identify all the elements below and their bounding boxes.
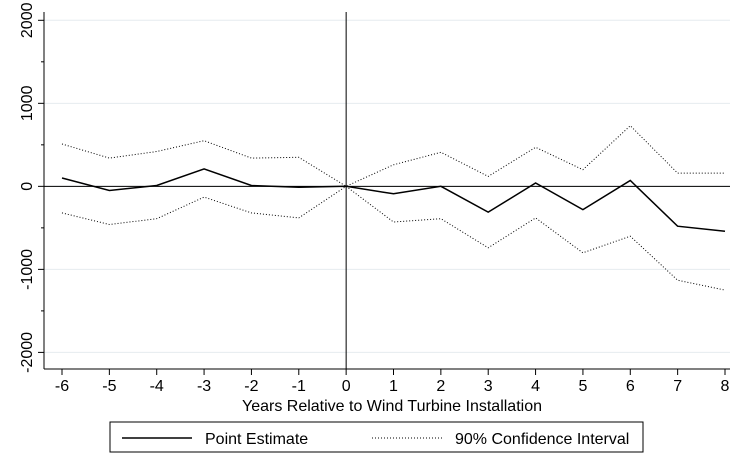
- series-lines: [61, 125, 726, 291]
- x-tick-label-2: 2: [436, 378, 445, 395]
- y-tick-label--1000: -1000: [19, 249, 36, 290]
- x-tick-label-3: 3: [484, 378, 493, 395]
- x-tick-label--6: -6: [55, 378, 69, 395]
- tick-labels: -2000 -1000 0 1000 2000 -6 -5 -4 -3 -2 -1 0 1 2 3 4 5 6 7 8: [19, 2, 730, 395]
- x-tick-label-5: 5: [578, 378, 587, 395]
- legend-box: [109, 421, 644, 453]
- series-confidence-lower-line: [61, 185, 726, 291]
- legend-label-confidence-interval: 90% Confidence Interval: [455, 431, 629, 448]
- reference-lines: [44, 12, 730, 369]
- x-axis-title: Years Relative to Wind Turbine Installat…: [242, 398, 542, 415]
- x-tick-label-1: 1: [389, 378, 398, 395]
- x-tick-label--5: -5: [102, 378, 116, 395]
- x-tick-label--1: -1: [292, 378, 306, 395]
- x-tick-label-0: 0: [342, 378, 351, 395]
- y-tick-label-1000: 1000: [19, 85, 36, 121]
- series-point-estimate-line: [61, 168, 726, 232]
- x-tick-label-6: 6: [626, 378, 635, 395]
- legend-label-point-estimate: Point Estimate: [205, 431, 308, 448]
- x-tick-label-4: 4: [531, 378, 540, 395]
- y-tick-label-0: 0: [19, 182, 36, 191]
- x-tick-label--3: -3: [197, 378, 211, 395]
- y-tick-label-2000: 2000: [19, 2, 36, 38]
- x-tick-label-7: 7: [673, 378, 682, 395]
- series-confidence-upper-line: [61, 125, 725, 187]
- x-tick-label--4: -4: [150, 378, 164, 395]
- y-tick-label--2000: -2000: [19, 332, 36, 373]
- x-tick-label-8: 8: [721, 378, 730, 395]
- x-tick-label--2: -2: [244, 378, 258, 395]
- axes: [38, 12, 730, 375]
- legend: Point Estimate 90% Confidence Interval: [109, 421, 644, 453]
